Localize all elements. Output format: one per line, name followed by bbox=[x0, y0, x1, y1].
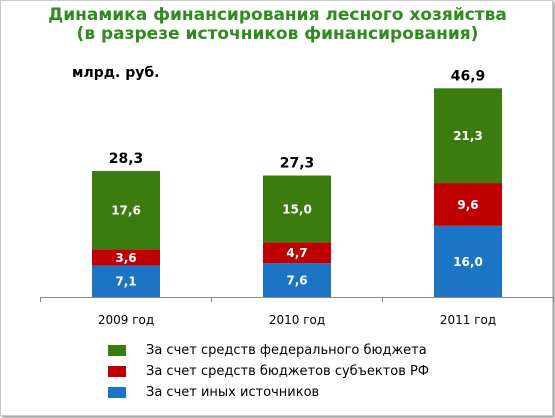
legend-label: За счет иных источников bbox=[146, 385, 320, 400]
bar-segment bbox=[92, 171, 160, 250]
legend-item: За счет иных источников bbox=[108, 382, 429, 403]
legend: За счет средств федерального бюджета За с… bbox=[108, 340, 429, 403]
unit-label: млрд. руб. bbox=[72, 65, 160, 81]
bar-segment bbox=[263, 242, 331, 264]
title-line-1: Динамика финансирования лесного хозяйств… bbox=[48, 5, 507, 25]
x-tick-label: 2011 год bbox=[440, 313, 496, 327]
x-tick-label: 2009 год bbox=[98, 313, 154, 327]
bar-segment bbox=[434, 225, 502, 297]
data-label: 7,1 bbox=[115, 275, 136, 289]
bar-segment bbox=[434, 88, 502, 184]
data-label: 9,6 bbox=[457, 198, 478, 212]
bar-segment bbox=[434, 183, 502, 226]
legend-item: За счет средств бюджетов субъектов РФ bbox=[108, 361, 429, 382]
legend-swatch bbox=[108, 366, 126, 377]
legend-swatch bbox=[108, 387, 126, 398]
data-label: 4,7 bbox=[286, 246, 307, 260]
data-label: 15,0 bbox=[282, 202, 312, 216]
title-line-2: (в разрезе источников финансирования) bbox=[76, 24, 479, 44]
legend-label: За счет средств бюджетов субъектов РФ bbox=[146, 364, 430, 379]
legend-item: За счет средств федерального бюджета bbox=[108, 340, 429, 361]
data-label: 17,6 bbox=[111, 204, 141, 218]
bar-segment bbox=[92, 265, 160, 297]
data-label: 21,3 bbox=[453, 129, 483, 143]
chart-title: Динамика финансирования лесного хозяйств… bbox=[0, 6, 555, 44]
bar-segment bbox=[92, 249, 160, 266]
x-tick-label: 2010 год bbox=[269, 313, 325, 327]
legend-swatch bbox=[108, 345, 126, 356]
total-label: 27,3 bbox=[280, 156, 315, 172]
data-label: 3,6 bbox=[115, 251, 136, 265]
total-label: 28,3 bbox=[109, 151, 144, 167]
data-label: 7,6 bbox=[286, 274, 307, 288]
bar-segment bbox=[263, 263, 331, 297]
total-label: 46,9 bbox=[451, 68, 486, 84]
bar-segment bbox=[263, 175, 331, 243]
legend-label: За счет средств федерального бюджета bbox=[146, 343, 427, 358]
data-label: 16,0 bbox=[453, 255, 483, 269]
